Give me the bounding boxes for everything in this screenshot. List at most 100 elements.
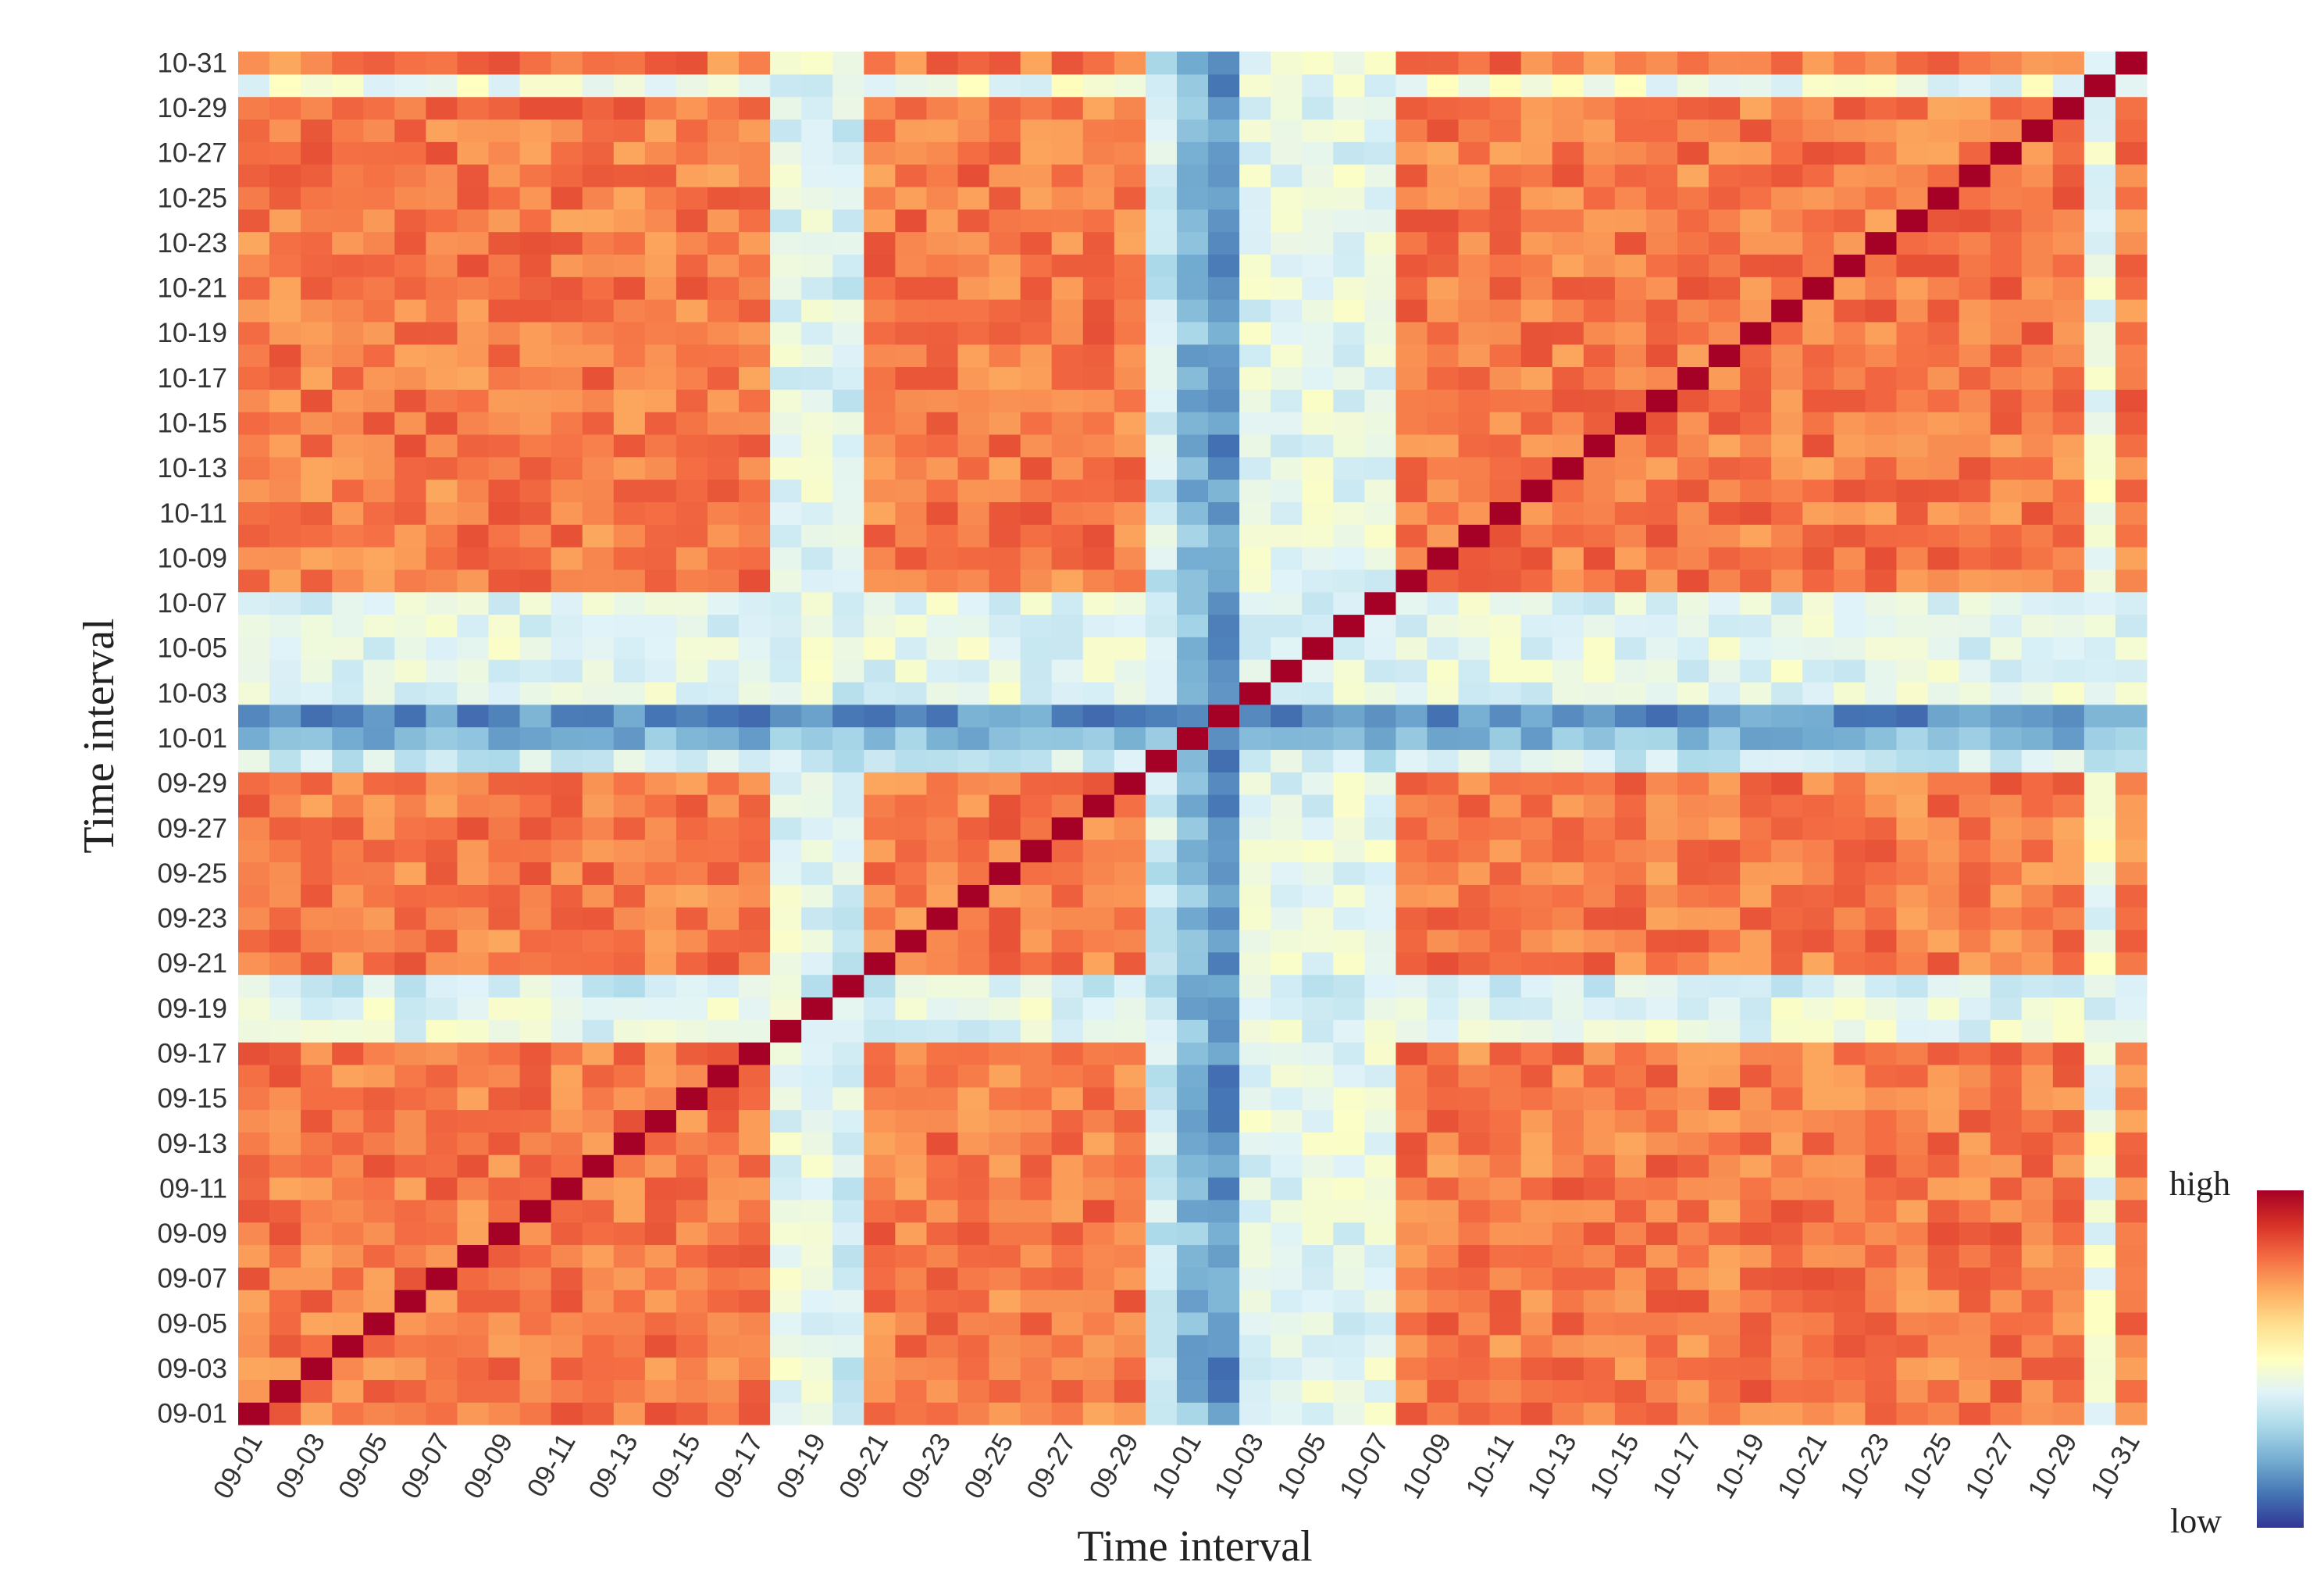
heatmap-cell bbox=[1271, 1334, 1303, 1358]
heatmap-cell bbox=[238, 637, 270, 660]
heatmap-cell bbox=[707, 119, 740, 142]
heatmap-cell bbox=[1520, 1042, 1553, 1065]
heatmap-cell bbox=[864, 1064, 896, 1088]
heatmap-cell bbox=[2115, 141, 2148, 165]
heatmap-cell bbox=[301, 1267, 333, 1290]
heatmap-cell bbox=[1114, 726, 1146, 751]
heatmap-cell bbox=[895, 681, 928, 705]
heatmap-cell bbox=[551, 816, 583, 840]
heatmap-cell bbox=[1990, 1154, 2023, 1178]
heatmap-cell bbox=[832, 119, 864, 142]
heatmap-cell bbox=[1552, 1086, 1584, 1111]
heatmap-cell bbox=[926, 186, 959, 210]
heatmap-cell bbox=[1834, 119, 1866, 142]
heatmap-cell bbox=[1740, 209, 1772, 233]
heatmap-cell bbox=[1959, 749, 1991, 772]
heatmap-cell bbox=[1364, 1357, 1397, 1380]
heatmap-cell bbox=[644, 794, 677, 818]
heatmap-cell bbox=[1145, 389, 1178, 412]
heatmap-cell bbox=[832, 1019, 864, 1043]
heatmap-cell bbox=[582, 997, 615, 1020]
heatmap-cell bbox=[551, 862, 583, 885]
heatmap-cell bbox=[1614, 1267, 1647, 1290]
heatmap-cell bbox=[488, 501, 521, 525]
heatmap-cell bbox=[895, 1267, 928, 1290]
heatmap-cell bbox=[238, 1199, 270, 1223]
heatmap-cell bbox=[301, 772, 333, 795]
heatmap-cell bbox=[1333, 569, 1365, 593]
heatmap-cell bbox=[1082, 884, 1115, 908]
heatmap-cell bbox=[1771, 974, 1803, 998]
heatmap-cell bbox=[957, 929, 990, 953]
heatmap-cell bbox=[1583, 1109, 1616, 1133]
heatmap-cell bbox=[801, 1244, 833, 1268]
heatmap-cell bbox=[269, 614, 301, 637]
heatmap-cell bbox=[1771, 366, 1803, 390]
heatmap-cell bbox=[1709, 1109, 1741, 1133]
heatmap-cell bbox=[644, 456, 677, 480]
heatmap-cell bbox=[1395, 389, 1428, 412]
heatmap-cell bbox=[1677, 1244, 1709, 1268]
heatmap-cell bbox=[1427, 772, 1460, 795]
heatmap-cell bbox=[1614, 412, 1647, 435]
heatmap-cell bbox=[1458, 73, 1491, 98]
heatmap-cell bbox=[1802, 344, 1834, 368]
heatmap-cell bbox=[1645, 974, 1678, 998]
heatmap-cell bbox=[613, 772, 646, 795]
heatmap-cell bbox=[1740, 1042, 1772, 1065]
heatmap-cell bbox=[2083, 254, 2116, 277]
heatmap-cell bbox=[864, 366, 896, 390]
heatmap-cell bbox=[1239, 186, 1271, 210]
heatmap-cell bbox=[1333, 659, 1365, 683]
heatmap-cell bbox=[363, 231, 395, 255]
heatmap-cell bbox=[363, 412, 395, 435]
heatmap-cell bbox=[426, 73, 458, 98]
heatmap-cell bbox=[1583, 569, 1616, 593]
heatmap-cell bbox=[1520, 974, 1553, 998]
heatmap-cell bbox=[1176, 1244, 1209, 1268]
heatmap-cell bbox=[1395, 254, 1428, 277]
heatmap-cell bbox=[1677, 164, 1709, 187]
heatmap-cell bbox=[926, 456, 959, 480]
heatmap-cell bbox=[1709, 1154, 1741, 1178]
heatmap-cell bbox=[426, 209, 458, 233]
heatmap-cell bbox=[1302, 1379, 1334, 1403]
heatmap-cell bbox=[989, 839, 1021, 863]
heatmap-cell bbox=[1051, 1042, 1084, 1065]
heatmap-cell bbox=[488, 1290, 521, 1313]
heatmap-cell bbox=[1771, 1199, 1803, 1223]
heatmap-cell bbox=[864, 1311, 896, 1336]
heatmap-cell bbox=[1458, 1042, 1491, 1065]
heatmap-cell bbox=[1614, 1132, 1647, 1155]
heatmap-cell bbox=[2083, 1267, 2116, 1290]
heatmap-cell bbox=[1709, 141, 1741, 165]
heatmap-cell bbox=[1520, 231, 1553, 255]
heatmap-cell bbox=[1677, 433, 1709, 458]
heatmap-cell bbox=[1927, 456, 1960, 480]
heatmap-cell bbox=[1583, 839, 1616, 863]
heatmap-cell bbox=[675, 614, 708, 637]
heatmap-cell bbox=[1990, 501, 2023, 525]
heatmap-cell bbox=[1990, 1311, 2023, 1336]
heatmap-cell bbox=[1239, 1222, 1271, 1246]
heatmap-cell bbox=[1020, 569, 1053, 593]
heatmap-cell bbox=[301, 501, 333, 525]
heatmap-cell bbox=[457, 433, 490, 458]
heatmap-cell bbox=[269, 1064, 301, 1088]
heatmap-cell bbox=[864, 52, 896, 75]
heatmap-cell bbox=[1082, 681, 1115, 705]
heatmap-cell bbox=[238, 1019, 270, 1043]
heatmap-cell bbox=[926, 501, 959, 525]
heatmap-cell bbox=[2115, 456, 2148, 480]
heatmap-cell bbox=[1520, 164, 1553, 187]
heatmap-cell bbox=[1677, 614, 1709, 637]
heatmap-cell bbox=[2052, 1109, 2085, 1133]
heatmap-cell bbox=[1082, 547, 1115, 570]
heatmap-cell bbox=[394, 186, 426, 210]
heatmap-cell bbox=[1802, 974, 1834, 998]
heatmap-cell bbox=[1896, 951, 1929, 976]
heatmap-cell bbox=[1145, 862, 1178, 885]
heatmap-cell bbox=[1990, 681, 2023, 705]
heatmap-cell bbox=[426, 1311, 458, 1336]
heatmap-cell bbox=[1333, 389, 1365, 412]
